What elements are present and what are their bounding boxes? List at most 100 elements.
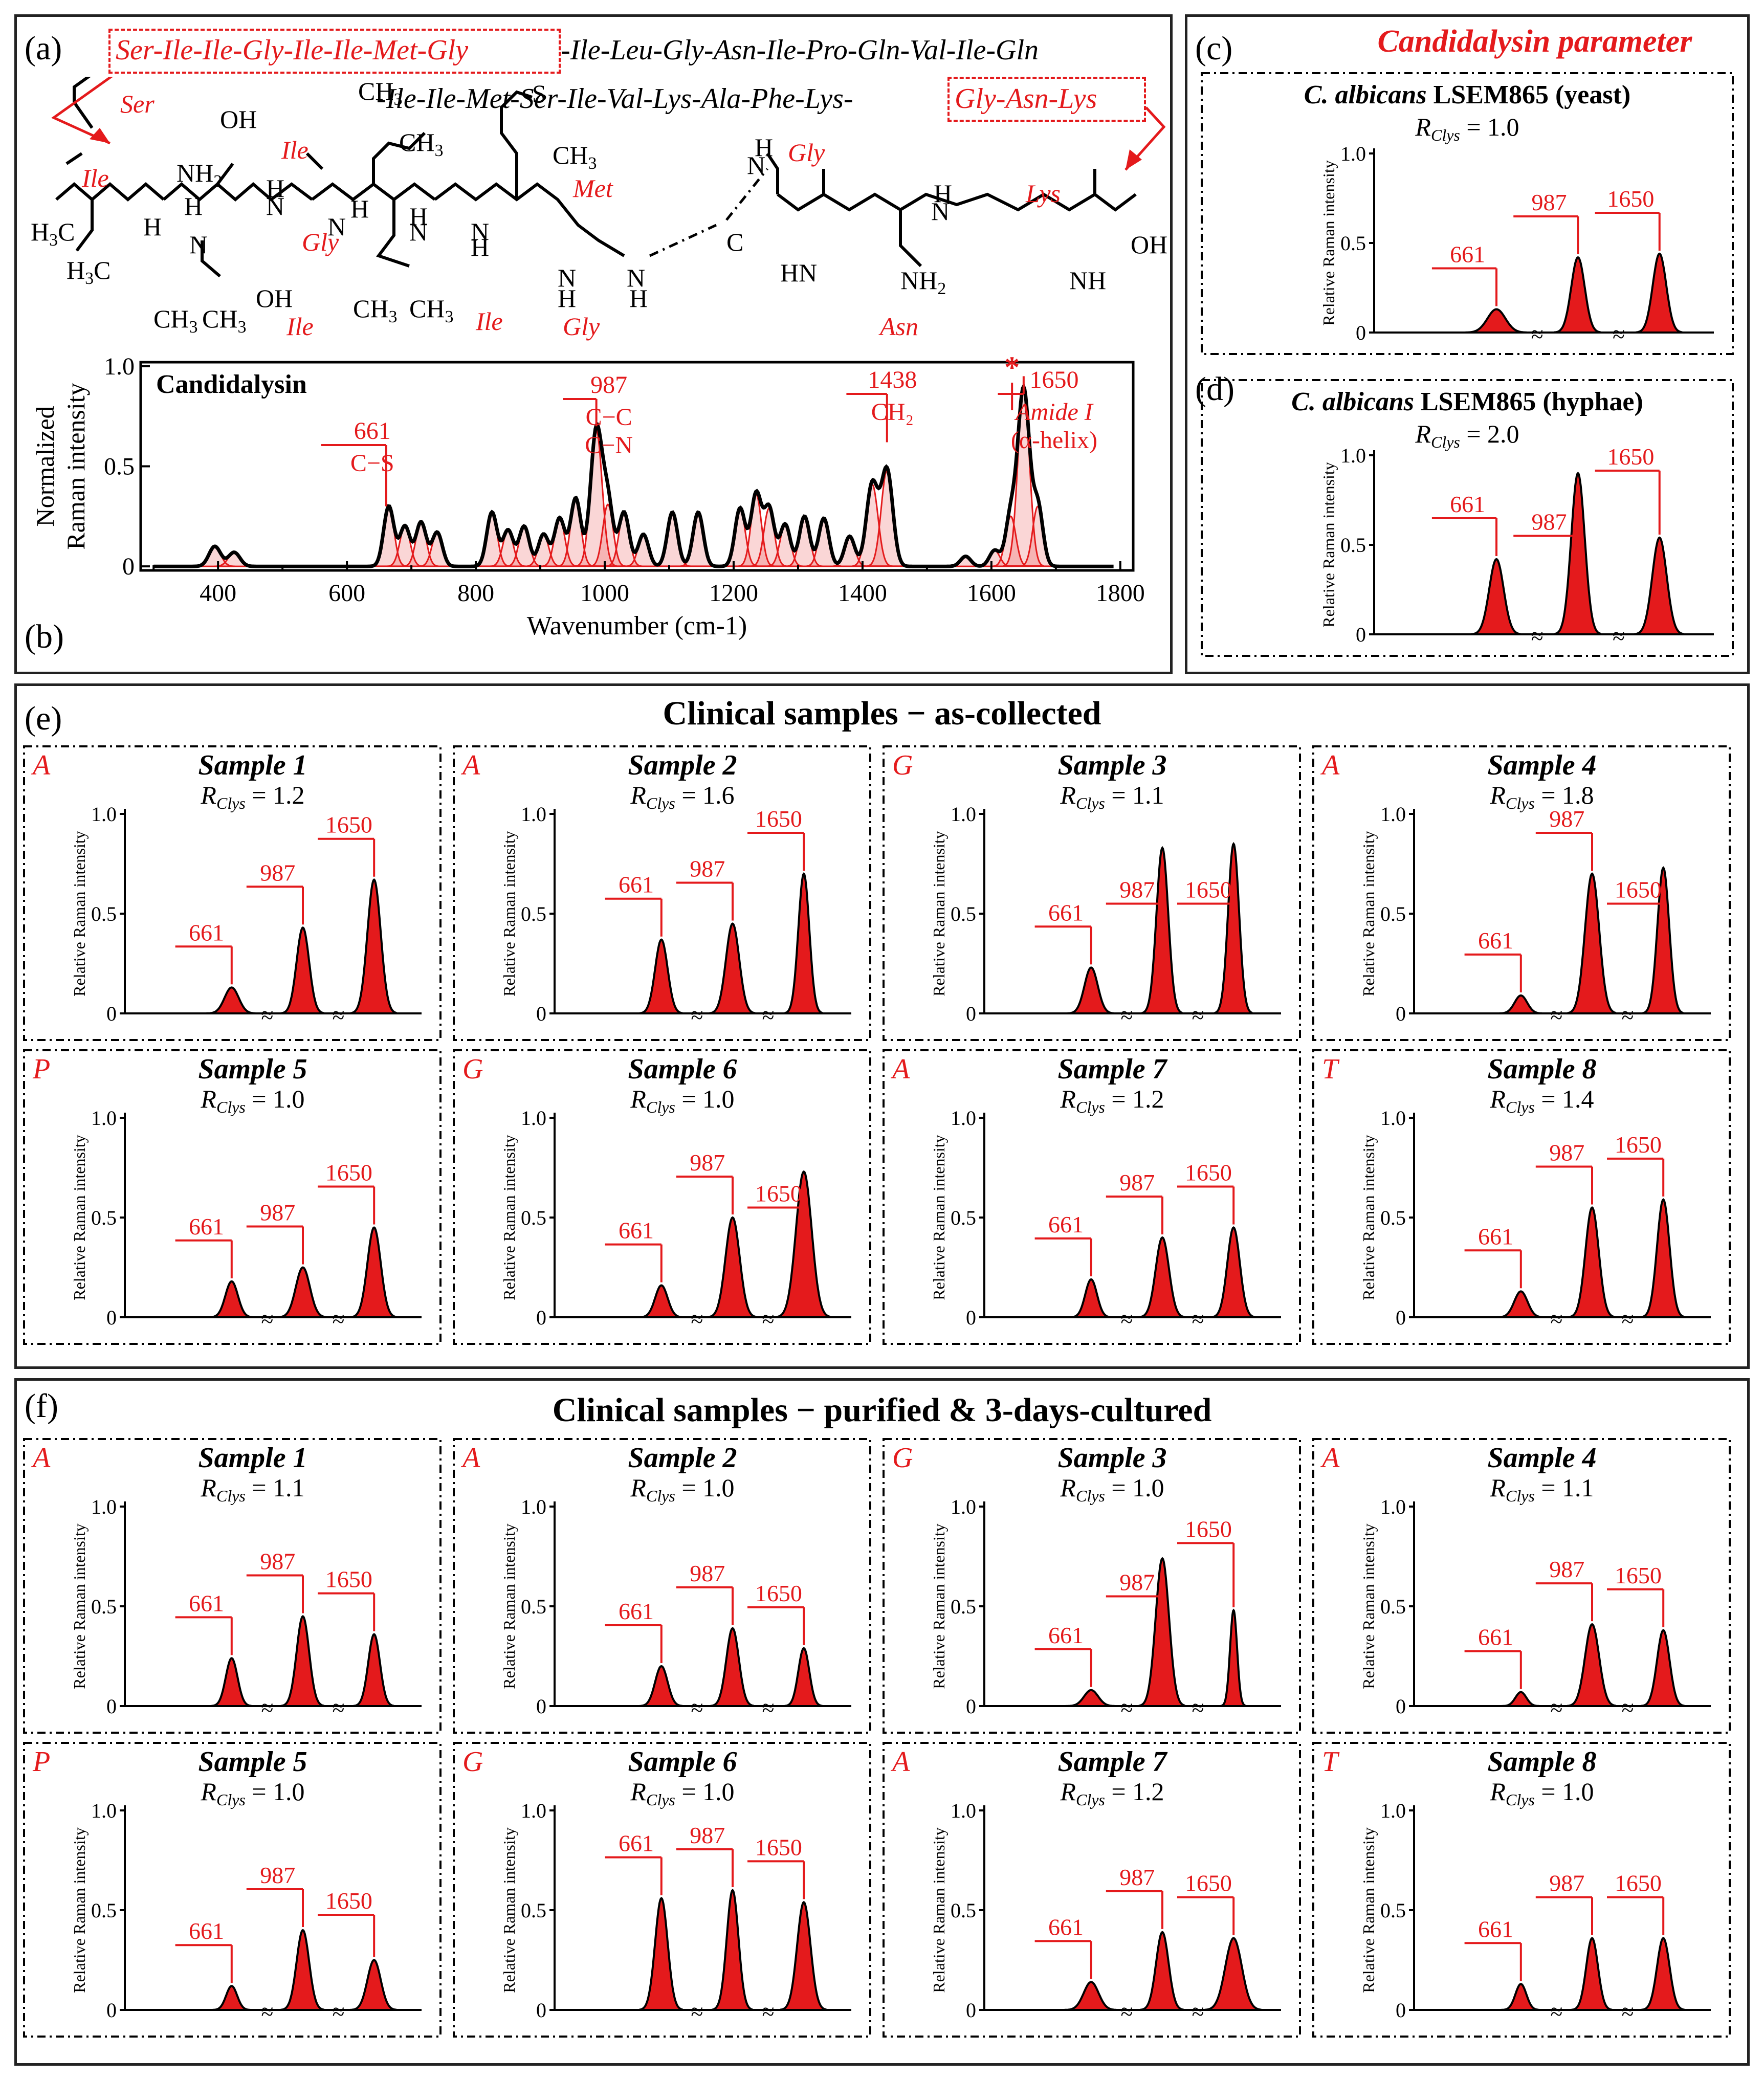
peak-987 bbox=[1571, 1937, 1613, 2011]
mini-y-tick-label: 0 bbox=[1396, 1695, 1406, 1718]
peak-1650 bbox=[1634, 536, 1688, 635]
svg-text:H: H bbox=[143, 212, 162, 241]
species-letter: A bbox=[1320, 749, 1340, 781]
peak-label: 1650 bbox=[325, 1566, 372, 1593]
mini-y-tick-label: 1.0 bbox=[521, 803, 546, 826]
x-tick-label: 800 bbox=[457, 580, 494, 607]
x-tick-label: 400 bbox=[200, 580, 236, 607]
axis-break: ≈ bbox=[1531, 322, 1544, 347]
mini-y-tick-label: 1.0 bbox=[521, 1495, 546, 1518]
mini-y-label: Relative Raman intensity bbox=[70, 831, 89, 996]
annotation-text: 661 bbox=[354, 417, 391, 445]
svg-text:H: H bbox=[558, 284, 576, 313]
axis-break: ≈ bbox=[1192, 1999, 1204, 2024]
mini-y-tick-label: 1.0 bbox=[91, 1495, 117, 1518]
panel-label-f: (f) bbox=[25, 1387, 58, 1425]
r-clys-value: RClys = 1.6 bbox=[630, 781, 734, 812]
axis-break: ≈ bbox=[1613, 322, 1625, 347]
peak-label: 661 bbox=[189, 1590, 224, 1616]
peak-label: 987 bbox=[1531, 189, 1567, 215]
peak-1650 bbox=[350, 1226, 401, 1318]
mini-y-tick-label: 0.5 bbox=[1380, 1595, 1406, 1618]
peak-label: 987 bbox=[690, 1149, 725, 1176]
y-axis-label-1: Normalized bbox=[31, 406, 59, 526]
sample-name: Sample 4 bbox=[1487, 749, 1596, 781]
panel-label-b: (b) bbox=[25, 618, 64, 655]
svg-text:CH3: CH3 bbox=[399, 128, 443, 160]
x-tick-label: 1200 bbox=[709, 580, 758, 607]
svg-text:Ile: Ile bbox=[81, 164, 109, 192]
axis-break: ≈ bbox=[691, 1307, 703, 1332]
peak-1650 bbox=[776, 1170, 834, 1318]
peak-label: 1650 bbox=[1607, 186, 1654, 212]
svg-text:Gly: Gly bbox=[788, 138, 825, 167]
sample-name: Sample 4 bbox=[1487, 1442, 1596, 1474]
x-axis-label: Wavenumber (cm-1) bbox=[527, 611, 747, 640]
peak-label: 987 bbox=[1549, 1870, 1584, 1896]
peak-987 bbox=[707, 1216, 761, 1318]
species-letter: A bbox=[890, 1053, 910, 1085]
mini-y-tick-label: 1.0 bbox=[951, 1495, 976, 1518]
svg-text:H3C: H3C bbox=[67, 256, 111, 288]
svg-text:H: H bbox=[409, 202, 428, 231]
mini-y-tick-label: 0 bbox=[966, 1695, 976, 1718]
mini-y-tick-label: 1.0 bbox=[521, 1107, 546, 1130]
peak-1650 bbox=[780, 1900, 830, 2011]
peak-1650 bbox=[350, 1959, 398, 2011]
mini-y-tick-label: 1.0 bbox=[91, 1107, 117, 1130]
svg-text:H: H bbox=[934, 179, 952, 208]
r-clys-value: RClys = 1.0 bbox=[630, 1085, 734, 1116]
mini-y-tick-label: 0.5 bbox=[521, 1899, 546, 1922]
axis-break: ≈ bbox=[691, 1695, 703, 1720]
fit-peak-16 bbox=[654, 511, 691, 567]
r-clys-value: RClys = 1.0 bbox=[630, 1473, 734, 1505]
sample-name: Sample 5 bbox=[198, 1746, 307, 1778]
svg-text:H3C: H3C bbox=[31, 217, 75, 250]
peak-label: 987 bbox=[260, 1862, 295, 1888]
svg-text:CH3: CH3 bbox=[409, 294, 453, 326]
sample-name: Sample 2 bbox=[628, 1442, 737, 1474]
mini-y-tick-label: 1.0 bbox=[1340, 142, 1366, 165]
axis-break: ≈ bbox=[333, 1999, 345, 2024]
peak-987 bbox=[1554, 471, 1603, 635]
strain-title: C. albicans LSEM865 (yeast) bbox=[1304, 80, 1630, 109]
r-clys-value: RClys = 1.0 bbox=[1060, 1473, 1164, 1505]
axis-break: ≈ bbox=[1550, 1307, 1562, 1332]
peak-661 bbox=[1067, 966, 1114, 1014]
svg-text:OH: OH bbox=[1131, 230, 1167, 259]
r-clys-value: RClys = 1.0 bbox=[200, 1085, 304, 1116]
peak-987 bbox=[280, 926, 328, 1014]
peak-1650 bbox=[1211, 1226, 1259, 1318]
spectrum-title: Candidalysin bbox=[156, 370, 307, 399]
svg-text:NH: NH bbox=[1069, 266, 1106, 295]
fit-peak-13 bbox=[589, 503, 626, 567]
fit-peak-29 bbox=[993, 515, 1029, 567]
svg-text:N: N bbox=[409, 217, 428, 246]
axis-break: ≈ bbox=[762, 1695, 775, 1720]
mini-y-tick-label: 0.5 bbox=[521, 902, 546, 925]
peak-1650 bbox=[784, 872, 825, 1014]
sequence-boxed-start: Ser-Ile-Ile-Gly-Ile-Ile-Met-Gly bbox=[116, 34, 469, 66]
mini-y-tick-label: 0 bbox=[966, 1999, 976, 2022]
svg-text:Asn: Asn bbox=[878, 312, 918, 341]
mini-y-tick-label: 0.5 bbox=[1340, 534, 1366, 557]
r-clys-value: RClys = 1.0 bbox=[1489, 1777, 1594, 1809]
r-clys-value: RClys = 1.1 bbox=[1060, 781, 1164, 812]
peak-label: 987 bbox=[1119, 1569, 1155, 1596]
peak-661 bbox=[1496, 1290, 1544, 1318]
svg-text:N: N bbox=[558, 263, 576, 292]
axis-break: ≈ bbox=[1550, 1003, 1562, 1028]
peak-label: 987 bbox=[1549, 1556, 1584, 1582]
sample-name: Sample 7 bbox=[1057, 1746, 1167, 1778]
mini-y-tick-label: 1.0 bbox=[951, 803, 976, 826]
mini-frame bbox=[23, 1438, 442, 1734]
r-clys-value: RClys = 1.0 bbox=[630, 1777, 734, 1809]
